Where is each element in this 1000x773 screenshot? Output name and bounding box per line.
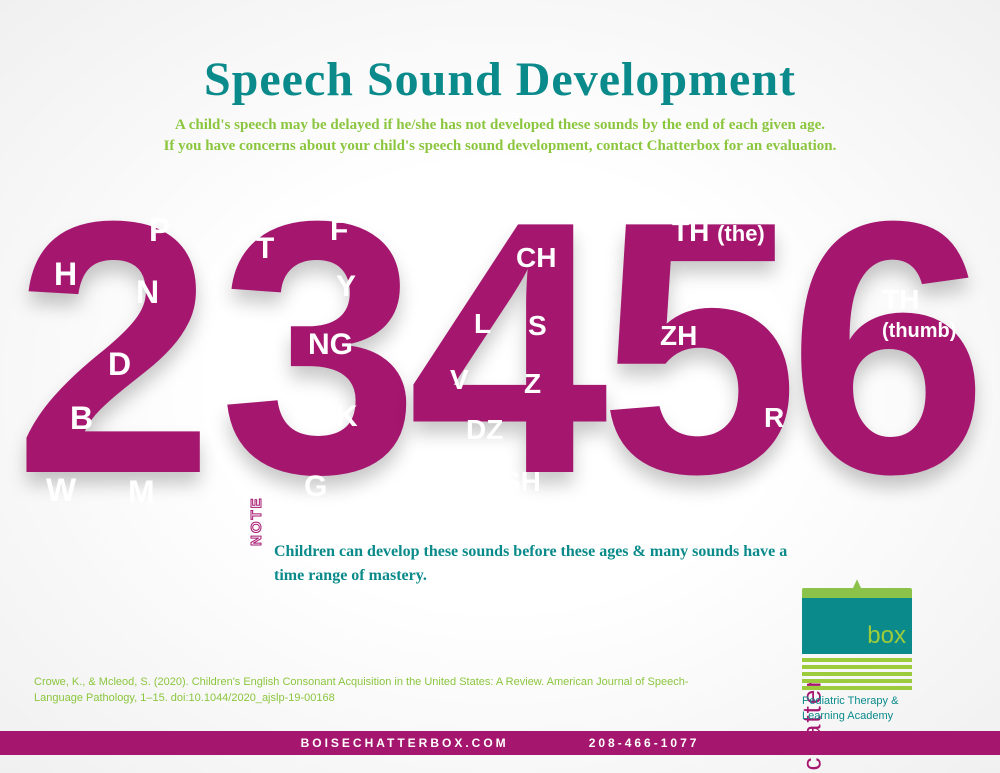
footer-site: BOISECHATTERBOX.COM — [301, 736, 509, 750]
sound-ch: CH — [516, 244, 556, 272]
footer-phone: 208-466-1077 — [589, 736, 700, 750]
sound-h: H — [54, 258, 77, 290]
logo-lid — [802, 588, 912, 598]
sound-l: L — [474, 310, 491, 338]
logo-box-graphic: box Pediatric Therapy & Learning Academy — [802, 588, 912, 723]
note-text: Children can develop these sounds before… — [274, 540, 792, 588]
sound-m: M — [128, 476, 155, 508]
footer-bar: BOISECHATTERBOX.COM 208-466-1077 — [0, 731, 1000, 755]
logo-body: box — [802, 598, 912, 654]
sound-r: R — [764, 404, 784, 432]
sound-w: W — [46, 474, 76, 506]
page-title: Speech Sound Development — [0, 52, 1000, 107]
sound-v: V — [450, 366, 469, 394]
sound-z: Z — [524, 370, 541, 398]
sound-sh: SH — [502, 468, 541, 496]
sound-ng: NG — [308, 330, 353, 360]
sound-th-the: TH (the) — [672, 218, 765, 246]
logo-word-box: box — [867, 622, 906, 650]
sound-f: F — [330, 216, 348, 246]
sound-p: P — [149, 214, 170, 246]
logo-stripe — [802, 679, 912, 683]
note-block: NOTE Children can develop these sounds b… — [252, 540, 792, 588]
sound-y: Y — [336, 272, 356, 302]
sound-t: T — [256, 234, 274, 264]
chatterbox-logo: chatter box Pediatric Therapy & Learning… — [802, 588, 972, 723]
sound-dz: DZ — [466, 416, 503, 444]
sound-g: G — [304, 472, 327, 502]
logo-stripe — [802, 658, 912, 662]
logo-stripes — [802, 658, 912, 690]
logo-stripe — [802, 665, 912, 669]
sound-d: D — [108, 348, 131, 380]
age-digit-6: 6 — [788, 168, 988, 528]
sound-zh: ZH — [660, 322, 697, 350]
logo-stripe — [802, 672, 912, 676]
age-numbers-graphic: 23456PHNDBWMTFYNGKGCHLSVZDZSHTH (the)ZHR… — [24, 198, 976, 528]
sound-k: K — [336, 402, 358, 432]
logo-tagline: Pediatric Therapy & Learning Academy — [802, 694, 912, 723]
subtitle-line1: A child's speech may be delayed if he/sh… — [175, 117, 825, 133]
logo-stripe — [802, 686, 912, 690]
sound-n: N — [136, 276, 159, 308]
note-label: NOTE — [248, 496, 265, 546]
sound-b: B — [70, 402, 93, 434]
sound-th-thumb: TH(thumb) — [882, 286, 956, 342]
citation: Crowe, K., & Mcleod, S. (2020). Children… — [34, 675, 734, 707]
sound-s: S — [528, 312, 547, 340]
